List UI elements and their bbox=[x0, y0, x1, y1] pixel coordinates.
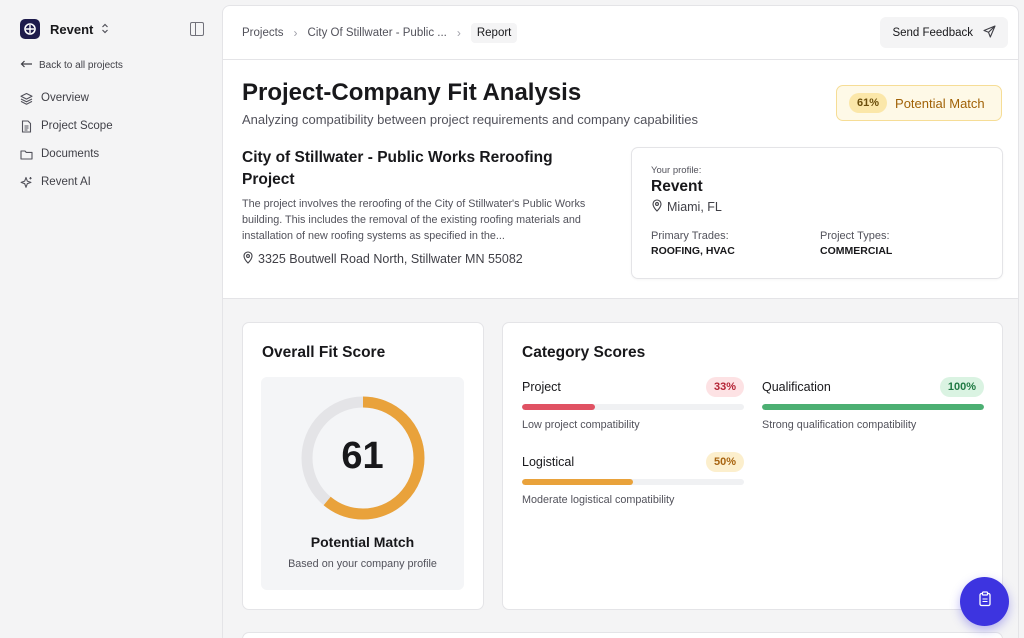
project-name: City of Stillwater - Public Works Reroof… bbox=[242, 149, 553, 188]
category-progress-track bbox=[762, 404, 984, 410]
category-qualification: Qualification 100% Strong qualification … bbox=[762, 376, 984, 431]
category-score-badge: 33% bbox=[705, 377, 744, 397]
chevron-up-down-icon bbox=[101, 23, 109, 36]
page-title: Project-Company Fit Analysis bbox=[242, 79, 582, 106]
document-icon bbox=[20, 119, 33, 133]
breadcrumb-current: Report bbox=[470, 23, 518, 43]
category-logistical: Logistical 50% Moderate logistical compa… bbox=[522, 451, 744, 506]
category-progress-track bbox=[522, 479, 744, 485]
category-progress-track bbox=[522, 404, 744, 410]
project-description: The project involves the reroofing of th… bbox=[242, 198, 586, 242]
map-pin-icon bbox=[651, 199, 663, 215]
project-address-text: 3325 Boutwell Road North, Stillwater MN … bbox=[258, 252, 523, 266]
match-percent: 61% bbox=[849, 93, 888, 113]
report-fab-button[interactable] bbox=[960, 577, 1009, 626]
chevron-right-icon: › bbox=[456, 26, 461, 40]
company-profile-card: Your profile: Revent Miami, FL Primary T… bbox=[631, 147, 1003, 279]
layers-icon bbox=[20, 92, 33, 105]
project-address: 3325 Boutwell Road North, Stillwater MN … bbox=[242, 251, 523, 267]
match-label: Potential Match bbox=[895, 95, 985, 111]
category-progress-fill bbox=[522, 404, 596, 410]
category-scores-title: Category Scores bbox=[522, 344, 646, 361]
profile-label: Your profile: bbox=[651, 165, 702, 176]
sidebar-item-label: Revent AI bbox=[41, 176, 91, 188]
category-progress-fill bbox=[522, 479, 633, 485]
category-name: Project bbox=[522, 380, 561, 394]
category-scores-card: Category Scores Project 33% Low project … bbox=[502, 322, 1003, 610]
category-project: Project 33% Low project compatibility bbox=[522, 376, 744, 431]
workspace-name: Revent bbox=[50, 21, 94, 37]
sidebar-item-revent-ai[interactable]: Revent AI bbox=[20, 168, 113, 196]
page-subtitle: Analyzing compatibility between project … bbox=[242, 112, 698, 127]
sidebar: Revent Back to all projects Overview Pro… bbox=[0, 0, 222, 638]
sidebar-nav: Overview Project Scope Documents Revent … bbox=[20, 84, 113, 196]
category-score-badge: 50% bbox=[705, 452, 744, 472]
fit-score-arc bbox=[301, 396, 425, 520]
workspace-switcher[interactable]: Revent bbox=[20, 19, 109, 39]
overall-fit-panel: 61 Potential Match Based on your company… bbox=[261, 377, 464, 590]
category-description: Strong qualification compatibility bbox=[762, 419, 917, 431]
sidebar-item-documents[interactable]: Documents bbox=[20, 140, 113, 168]
primary-trades-value: ROOFING, HVAC bbox=[651, 245, 735, 257]
chevron-right-icon: › bbox=[293, 26, 298, 40]
sidebar-item-label: Overview bbox=[41, 92, 89, 104]
send-feedback-label: Send Feedback bbox=[892, 26, 973, 39]
send-icon bbox=[983, 24, 996, 41]
clipboard-icon bbox=[978, 591, 992, 612]
category-name: Qualification bbox=[762, 380, 831, 394]
category-score-badge: 100% bbox=[939, 377, 984, 397]
profile-location-text: Miami, FL bbox=[667, 200, 722, 214]
send-feedback-button[interactable]: Send Feedback bbox=[880, 17, 1008, 48]
sparkle-icon bbox=[20, 176, 33, 189]
project-types-label: Project Types: bbox=[820, 230, 890, 242]
category-progress-fill bbox=[762, 404, 984, 410]
profile-company-name: Revent bbox=[651, 178, 703, 195]
next-section-card bbox=[242, 632, 1003, 638]
back-to-projects-link[interactable]: Back to all projects bbox=[20, 60, 123, 71]
sidebar-item-label: Project Scope bbox=[41, 120, 113, 132]
sidebar-item-overview[interactable]: Overview bbox=[20, 84, 113, 112]
top-bar: Projects › City Of Stillwater - Public .… bbox=[223, 6, 1018, 60]
revent-logo-icon bbox=[20, 19, 40, 39]
category-description: Low project compatibility bbox=[522, 419, 640, 431]
sidebar-item-project-scope[interactable]: Project Scope bbox=[20, 112, 113, 140]
breadcrumb-project[interactable]: City Of Stillwater - Public ... bbox=[307, 27, 447, 39]
breadcrumb-projects[interactable]: Projects bbox=[242, 27, 284, 39]
sidebar-item-label: Documents bbox=[41, 148, 100, 160]
sidebar-toggle-icon[interactable] bbox=[190, 22, 204, 36]
category-name: Logistical bbox=[522, 455, 575, 469]
profile-location: Miami, FL bbox=[651, 199, 722, 215]
fit-score-label: Potential Match bbox=[310, 534, 415, 550]
match-status-badge: 61% Potential Match bbox=[836, 85, 1002, 121]
overall-fit-card: Overall Fit Score 61 Potential Match Bas… bbox=[242, 322, 484, 610]
fit-score-gauge bbox=[301, 396, 425, 520]
folder-icon bbox=[20, 148, 33, 161]
breadcrumb: Projects › City Of Stillwater - Public .… bbox=[242, 23, 518, 43]
main-panel: Projects › City Of Stillwater - Public .… bbox=[222, 5, 1019, 638]
fit-score-caption: Based on your company profile bbox=[288, 558, 437, 570]
fit-score-value: 61 bbox=[341, 435, 384, 477]
project-types-value: COMMERCIAL bbox=[820, 245, 893, 257]
back-link-label: Back to all projects bbox=[39, 60, 123, 71]
category-description: Moderate logistical compatibility bbox=[522, 494, 675, 506]
overall-fit-title: Overall Fit Score bbox=[262, 344, 386, 361]
arrow-left-icon bbox=[20, 60, 33, 71]
map-pin-icon bbox=[242, 251, 254, 267]
primary-trades-label: Primary Trades: bbox=[651, 230, 729, 242]
